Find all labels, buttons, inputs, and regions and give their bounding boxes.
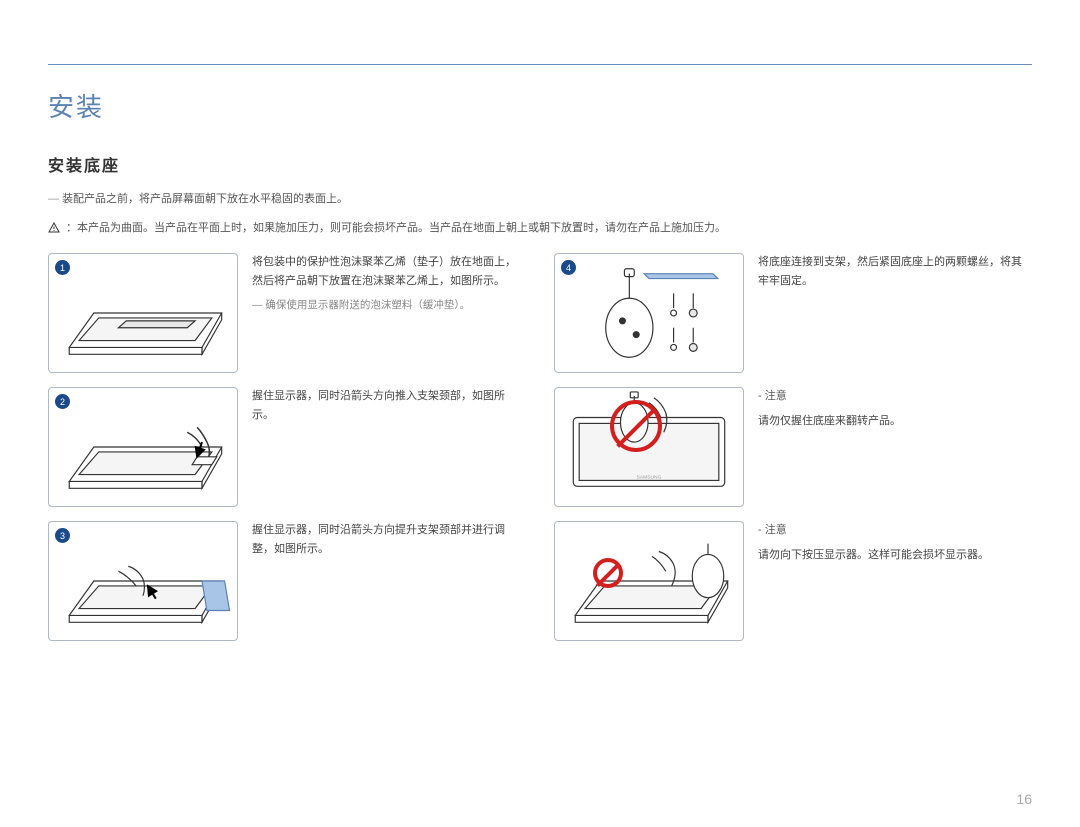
left-column: 1 将包装中的保护性泡沫聚苯乙烯（垫子）放在地面上，然后将产品朝下放置在泡沫聚苯… [48,253,526,641]
caution-2: 注意 请勿向下按压显示器。这样可能会损坏显示器。 [554,521,1032,641]
caution-2-figure [554,521,744,641]
page-number: 16 [1016,791,1032,807]
right-column: 4 将底座连接到支架，然后紧固底座 [554,253,1032,641]
page-title: 安装 [48,87,1032,124]
divider [48,64,1032,65]
step-4-text: 将底座连接到支架，然后紧固底座上的两颗螺丝，将其牢牢固定。 [758,253,1032,290]
step-3: 3 握住显示器，同时沿箭头方向提升支架颈部并进行调整，如图所示。 [48,521,526,641]
svg-text:SAMSUNG: SAMSUNG [637,475,662,481]
section-title: 安装底座 [48,152,1032,176]
warning-line: ： 本产品为曲面。当产品在平面上时，如果施加压力，则可能会损坏产品。当产品在地面… [48,219,1032,238]
step-1-figure: 1 [48,253,238,373]
caution-2-text: 请勿向下按压显示器。这样可能会损坏显示器。 [758,546,1032,565]
step-1-note: 确保使用显示器附送的泡沫塑料（缓冲垫）。 [252,297,526,315]
caution-1-figure: SAMSUNG [554,387,744,507]
step-3-figure: 3 [48,521,238,641]
intro-text: 装配产品之前，将产品屏幕面朝下放在水平稳固的表面上。 [48,190,1032,209]
warning-icon [48,219,62,238]
step-2: 2 握住显示器，同时沿箭头方向推入支架颈部，如图所示。 [48,387,526,507]
step-1-text: 将包装中的保护性泡沫聚苯乙烯（垫子）放在地面上，然后将产品朝下放置在泡沫聚苯乙烯… [252,253,526,290]
caution-1-label: 注意 [758,387,1032,406]
caution-1: SAMSUNG 注意 请勿仅握住底座来翻转产品。 [554,387,1032,507]
caution-1-text: 请勿仅握住底座来翻转产品。 [758,412,1032,431]
step-3-text: 握住显示器，同时沿箭头方向提升支架颈部并进行调整，如图所示。 [252,521,526,558]
step-1: 1 将包装中的保护性泡沫聚苯乙烯（垫子）放在地面上，然后将产品朝下放置在泡沫聚苯… [48,253,526,373]
step-2-text: 握住显示器，同时沿箭头方向推入支架颈部，如图所示。 [252,387,526,424]
caution-2-label: 注意 [758,521,1032,540]
prohibit-icon [610,400,662,452]
warning-text: 本产品为曲面。当产品在平面上时，如果施加压力，则可能会损坏产品。当产品在地面上朝… [77,219,726,238]
step-4: 4 将底座连接到支架，然后紧固底座 [554,253,1032,373]
step-4-figure: 4 [554,253,744,373]
step-2-figure: 2 [48,387,238,507]
